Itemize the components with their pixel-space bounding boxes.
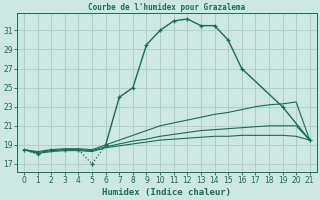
Title: Courbe de l'humidex pour Grazalema: Courbe de l'humidex pour Grazalema — [88, 3, 245, 12]
X-axis label: Humidex (Indice chaleur): Humidex (Indice chaleur) — [102, 188, 231, 197]
